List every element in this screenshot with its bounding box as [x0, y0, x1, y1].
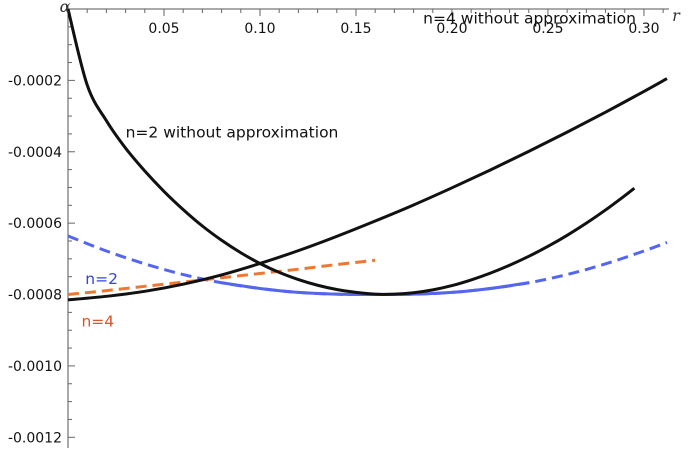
series-line-n-2-without-approximation: [66, 8, 636, 296]
x-tick-label: 0.15: [340, 21, 371, 37]
annotation-n-4-without-approximation: n=4 without approximation: [423, 9, 636, 27]
y-axis-title: α: [60, 0, 71, 16]
series-layer: [66, 8, 668, 302]
annotation-n-2: n=2: [85, 270, 118, 288]
series-line-n-4: [67, 258, 376, 297]
y-tick-label: -0.0012: [8, 430, 62, 446]
y-tick-label: -0.0008: [8, 288, 62, 304]
annotation-n-2-without-approximation: n=2 without approximation: [126, 123, 339, 141]
x-axis-title: r: [672, 6, 681, 25]
y-tick-label: -0.0004: [8, 145, 62, 161]
x-tick-label: 0.20: [436, 21, 467, 37]
axes-layer: [67, 5, 669, 448]
label-layer: 0.05 0.10 0.15 0.20 0.25 0.30 -0.0002 -0.0004 -0…: [8, 0, 681, 446]
x-tick-label: 0.25: [532, 21, 563, 37]
y-tick-label: -0.0010: [8, 359, 62, 375]
y-tick-label: -0.0006: [8, 216, 62, 232]
x-tick-label: 0.10: [244, 21, 275, 37]
x-tick-label: 0.05: [148, 21, 179, 37]
annotation-n-4: n=4: [81, 313, 114, 331]
x-tick-label: 0.30: [628, 21, 659, 37]
y-tick-label: -0.0002: [8, 73, 62, 89]
series-line-n-4-without-approximation: [67, 77, 668, 302]
